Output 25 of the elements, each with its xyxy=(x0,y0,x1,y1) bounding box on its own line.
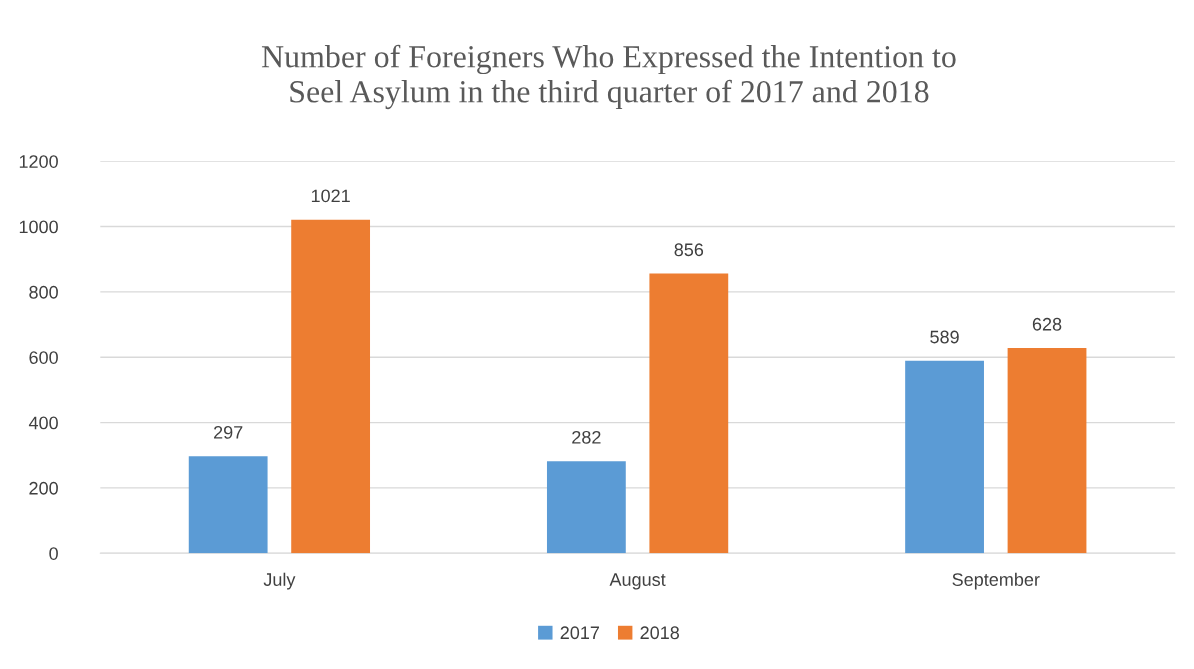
data-label: 856 xyxy=(674,243,704,257)
chart-title: Number of Foreigners Who Expressed the Intention to Seel Asylum in the third quarter of 2017 and 2018 xyxy=(261,44,956,110)
bar xyxy=(291,219,371,554)
y-tick-label: 200 xyxy=(29,481,58,495)
legend-label: 2017 xyxy=(560,626,600,640)
bar xyxy=(905,360,984,554)
y-tick-label: 600 xyxy=(29,351,58,364)
y-tick-label: 0 xyxy=(49,547,58,560)
x-tick-label: August xyxy=(609,573,666,590)
data-label: 282 xyxy=(572,430,601,444)
y-tick-label: 1000 xyxy=(19,220,58,234)
data-label: 297 xyxy=(214,425,243,439)
y-tick-label: 1200 xyxy=(19,155,58,168)
data-label: 589 xyxy=(930,330,959,344)
bar xyxy=(188,456,268,554)
y-tick-label: 800 xyxy=(29,285,58,299)
y-tick-label: 400 xyxy=(28,416,58,430)
bar xyxy=(546,461,626,554)
bar xyxy=(1007,348,1087,554)
x-tick-label: July xyxy=(263,572,296,590)
data-label: 1021 xyxy=(311,189,350,203)
legend-label: 2018 xyxy=(640,626,680,640)
data-label: 628 xyxy=(1032,317,1062,331)
bar xyxy=(649,273,729,554)
x-tick-label: September xyxy=(952,572,1040,590)
